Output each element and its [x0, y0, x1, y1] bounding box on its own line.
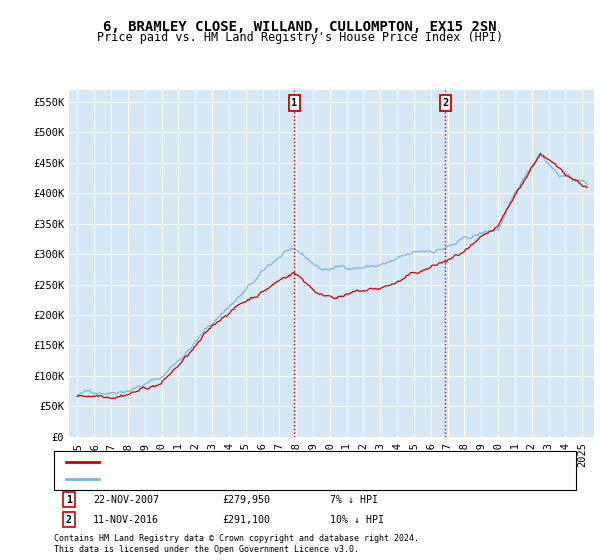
- Text: £291,100: £291,100: [222, 515, 270, 525]
- Text: Contains HM Land Registry data © Crown copyright and database right 2024.: Contains HM Land Registry data © Crown c…: [54, 534, 419, 543]
- Text: 1: 1: [66, 494, 72, 505]
- Text: 6, BRAMLEY CLOSE, WILLAND, CULLOMPTON, EX15 2SN: 6, BRAMLEY CLOSE, WILLAND, CULLOMPTON, E…: [103, 20, 497, 34]
- Text: 1: 1: [292, 98, 298, 108]
- Text: Price paid vs. HM Land Registry's House Price Index (HPI): Price paid vs. HM Land Registry's House …: [97, 31, 503, 44]
- Text: 11-NOV-2016: 11-NOV-2016: [93, 515, 159, 525]
- Text: 7% ↓ HPI: 7% ↓ HPI: [330, 494, 378, 505]
- Text: 2: 2: [66, 515, 72, 525]
- Text: 2: 2: [442, 98, 449, 108]
- Text: HPI: Average price, detached house, Mid Devon: HPI: Average price, detached house, Mid …: [106, 474, 376, 484]
- Text: 10% ↓ HPI: 10% ↓ HPI: [330, 515, 384, 525]
- Text: 22-NOV-2007: 22-NOV-2007: [93, 494, 159, 505]
- Text: 6, BRAMLEY CLOSE, WILLAND, CULLOMPTON, EX15 2SN (detached house): 6, BRAMLEY CLOSE, WILLAND, CULLOMPTON, E…: [106, 457, 490, 467]
- Text: £279,950: £279,950: [222, 494, 270, 505]
- Text: This data is licensed under the Open Government Licence v3.0.: This data is licensed under the Open Gov…: [54, 545, 359, 554]
